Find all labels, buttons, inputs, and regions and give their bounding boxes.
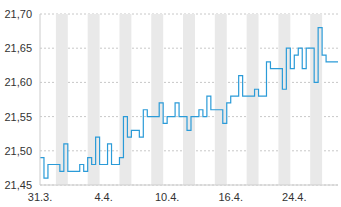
svg-text:16.4.: 16.4. xyxy=(218,191,242,203)
svg-text:24.4.: 24.4. xyxy=(282,191,306,203)
svg-text:21,55: 21,55 xyxy=(8,111,32,123)
svg-text:31.3.: 31.3. xyxy=(28,191,52,203)
svg-text:21,70: 21,70 xyxy=(8,8,32,20)
svg-text:21,60: 21,60 xyxy=(8,76,32,88)
svg-text:21,50: 21,50 xyxy=(8,145,32,157)
svg-text:21,45: 21,45 xyxy=(8,179,32,191)
svg-text:21,65: 21,65 xyxy=(8,42,32,54)
svg-text:4.4.: 4.4. xyxy=(94,191,112,203)
svg-text:10.4.: 10.4. xyxy=(155,191,179,203)
